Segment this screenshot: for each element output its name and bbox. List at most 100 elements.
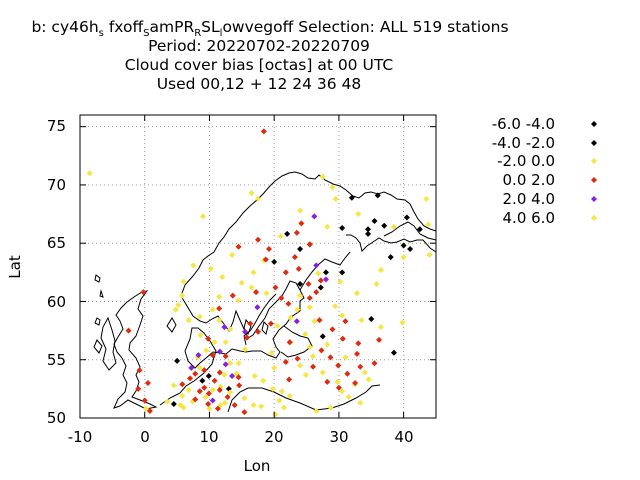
legend: -6.0 -4.0 -4.0 -2.0 -2.0 0.0 0.0 2.0 2.0… [492,115,597,227]
data-point [407,246,414,253]
data-point [368,315,375,322]
data-point [221,399,228,406]
legend-marker [591,196,597,202]
data-point [316,317,323,324]
data-point [327,404,334,411]
data-point [253,289,260,296]
data-point [357,363,364,370]
data-point [361,369,368,376]
data-point [250,402,257,409]
data-point [297,207,304,214]
chart-title-line3: Cloud cover bias [octas] at 00 UTC [125,56,393,74]
data-point [339,312,346,319]
data-point [248,284,255,291]
data-point [185,317,192,324]
data-point [187,375,194,382]
data-point [164,398,171,405]
data-point [196,313,203,320]
data-point [203,347,210,354]
data-point [348,194,355,201]
data-point [293,318,300,325]
data-point [222,361,229,368]
data-point [227,360,234,367]
data-point [425,221,432,228]
data-point [125,327,132,334]
data-point [373,280,380,287]
data-point [135,385,142,392]
data-point [188,364,195,371]
data-point [195,352,202,359]
data-point [263,290,270,297]
y-tick-label: 55 [47,351,66,369]
data-point [242,346,249,353]
y-tick-label: 65 [47,234,66,252]
data-point [216,305,223,312]
x-axis-label: Lon [244,457,271,475]
plot-frame [79,114,437,419]
legend-label: 2.0 4.0 [503,190,555,208]
data-point [355,211,362,218]
data-point [276,397,283,404]
data-point [345,394,352,401]
data-point [205,390,212,397]
data-point [377,324,384,331]
legend-marker [591,140,597,146]
data-point [282,359,289,366]
data-point [277,233,284,240]
data-point [332,195,339,202]
data-point [175,301,182,308]
data-point [86,170,93,177]
data-point [236,382,243,389]
data-point [205,335,212,342]
tick-marks [79,115,436,419]
data-point [305,280,312,287]
data-point [278,294,285,301]
data-point [342,354,349,361]
data-point [297,362,304,369]
data-point [267,320,274,327]
data-point [319,333,326,340]
data-point [192,370,199,377]
data-point [365,226,372,233]
data-point [319,369,326,376]
data-point [284,230,291,237]
data-point [352,380,359,387]
data-point [313,289,320,296]
data-point [306,343,313,350]
data-point [207,265,214,272]
y-tick-label: 70 [47,176,66,194]
data-point [143,405,150,412]
data-point [313,408,320,415]
data-point [335,384,342,391]
data-point [272,284,279,291]
coastline-map [93,171,437,413]
data-point [216,317,223,324]
chart-title-line1: b: cy46hs fxoffSamPRRSLlowvegoff Selecti… [31,18,508,39]
data-point [219,273,226,280]
data-point [196,364,203,371]
data-point [400,254,407,261]
data-point [214,405,221,412]
y-tick-label: 60 [47,293,66,311]
data-point [205,373,212,380]
data-point [242,328,249,335]
data-point [324,378,331,385]
data-point [390,349,397,356]
data-point [231,402,238,409]
data-point [185,387,192,394]
legend-label: 0.0 2.0 [503,171,555,189]
data-point [400,242,407,249]
data-point [426,251,433,258]
data-point [248,190,255,197]
data-point [172,306,179,313]
data-point [311,318,318,325]
data-point [315,270,322,277]
data-point [358,317,365,324]
data-point [216,293,223,300]
data-point [251,373,258,380]
legend-label: -2.0 0.0 [497,152,555,170]
data-point [201,384,208,391]
x-tick-label: 30 [329,428,348,446]
data-point [339,335,346,342]
